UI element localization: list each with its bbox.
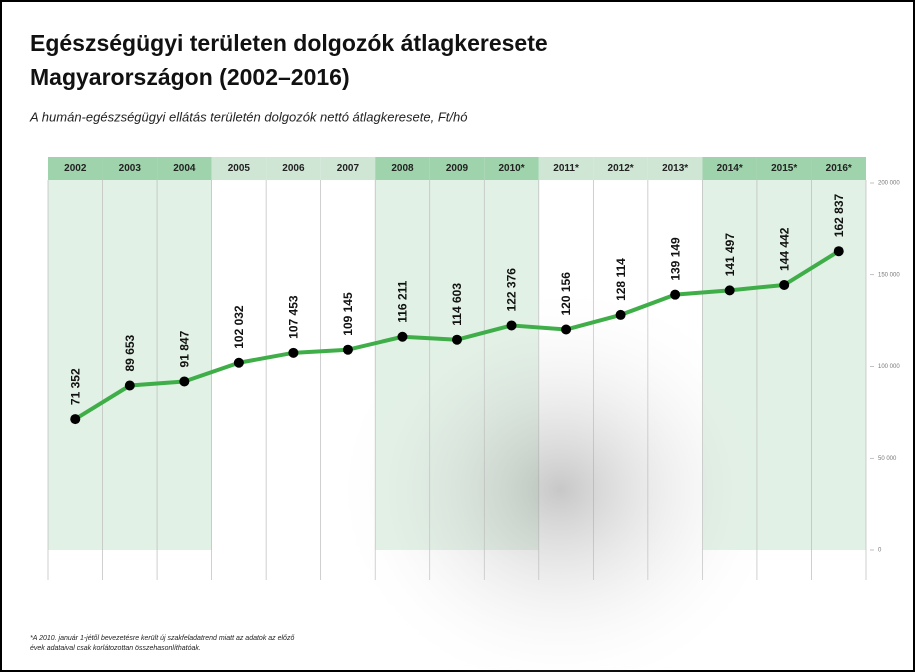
header-cell (756, 157, 812, 180)
point (779, 279, 790, 290)
point (397, 331, 408, 342)
header-cell (429, 157, 485, 180)
x-tick-label: 2010* (498, 163, 524, 174)
data-label: 109 145 (341, 292, 355, 336)
data-label: 91 847 (178, 330, 192, 367)
point (724, 285, 735, 296)
y-tick-label: 150 000 (878, 272, 900, 278)
header-cell (266, 157, 321, 180)
point (833, 246, 844, 257)
header-cell (811, 157, 866, 180)
x-tick-label: 2005 (228, 163, 251, 174)
x-tick-label: 2012* (608, 163, 634, 174)
data-label: 107 453 (287, 295, 301, 339)
x-tick-label: 2014* (717, 163, 743, 174)
data-label: 116 211 (396, 280, 410, 322)
chart-title: Magyarországon (2002–2016) (30, 64, 350, 90)
point (506, 320, 517, 331)
column-band (157, 180, 212, 550)
point (179, 376, 190, 387)
point (70, 414, 81, 425)
data-label: 141 497 (723, 233, 737, 277)
header-cell (484, 157, 539, 180)
y-tick-label: 100 000 (878, 364, 900, 370)
data-label: 122 376 (505, 268, 519, 312)
column-band (48, 180, 103, 550)
header-cell (538, 157, 594, 180)
data-label: 71 352 (68, 368, 82, 405)
data-label: 114 603 (450, 283, 464, 326)
column-band (811, 180, 866, 550)
column-band (102, 180, 158, 550)
x-tick-label: 2007 (337, 163, 360, 174)
x-tick-label: 2004 (173, 163, 196, 174)
y-tick-label: 50 000 (878, 456, 897, 462)
y-tick-label: 200 000 (878, 181, 900, 187)
point (670, 289, 681, 300)
point (124, 380, 135, 391)
x-tick-label: 2002 (64, 163, 87, 174)
data-label: 162 837 (832, 193, 846, 237)
point (288, 347, 299, 358)
data-label: 144 442 (777, 227, 791, 271)
header-cell (157, 157, 212, 180)
footnote: évek adataival csak korlátozottan összeh… (30, 645, 201, 652)
chart-title: Egészségügyi területen dolgozók átlagker… (30, 30, 548, 56)
header-cell (702, 157, 757, 180)
x-tick-label: 2008 (391, 163, 414, 174)
y-tick-label: 0 (878, 548, 882, 554)
data-label: 102 032 (232, 305, 246, 349)
point (561, 324, 572, 335)
point (233, 357, 244, 368)
point (342, 344, 353, 355)
header-cell (320, 157, 376, 180)
data-label: 139 149 (668, 237, 682, 281)
footnote: *A 2010. január 1-jétől bevezetésre kerü… (30, 635, 294, 642)
x-tick-label: 2009 (446, 163, 469, 174)
chart-subtitle: A humán-egészségügyi ellátás területén d… (29, 109, 467, 124)
header-cell (48, 157, 103, 180)
point (452, 334, 462, 345)
data-label: 120 156 (559, 272, 573, 316)
x-tick-label: 2016* (826, 163, 852, 174)
header-cell (647, 157, 703, 180)
data-label: 89 653 (123, 334, 137, 371)
data-label: 128 114 (614, 258, 628, 301)
header-cell (375, 157, 430, 180)
point (615, 309, 626, 320)
column-band (266, 180, 321, 550)
header-cell (102, 157, 158, 180)
x-tick-label: 2006 (282, 163, 305, 174)
x-tick-label: 2013* (662, 163, 688, 174)
x-tick-label: 2015* (771, 163, 797, 174)
x-tick-label: 2011* (553, 163, 579, 174)
photo-backdrop (330, 280, 790, 672)
header-cell (593, 157, 648, 180)
x-tick-label: 2003 (119, 163, 142, 174)
header-cell (211, 157, 267, 180)
